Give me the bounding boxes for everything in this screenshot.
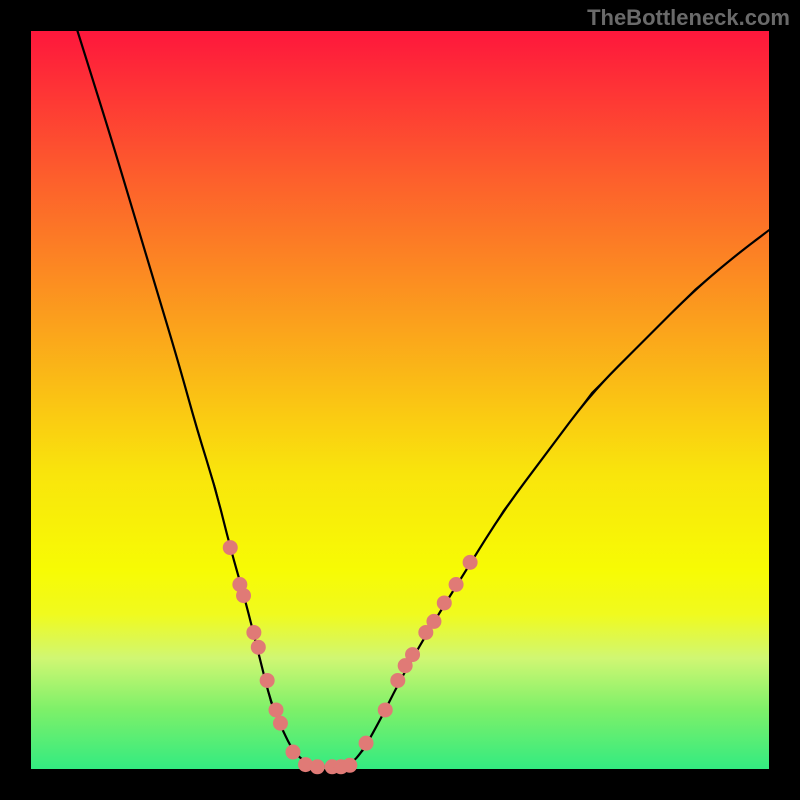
- data-marker: [273, 716, 287, 730]
- data-marker: [251, 640, 265, 654]
- data-marker: [378, 703, 392, 717]
- plot-background: [31, 31, 769, 769]
- chart-container: TheBottleneck.com: [0, 0, 800, 800]
- data-marker: [463, 555, 477, 569]
- data-marker: [437, 596, 451, 610]
- data-marker: [406, 648, 420, 662]
- data-marker: [260, 673, 274, 687]
- data-marker: [391, 673, 405, 687]
- data-marker: [310, 760, 324, 774]
- data-marker: [223, 541, 237, 555]
- watermark-text: TheBottleneck.com: [587, 5, 790, 31]
- chart-svg: [0, 0, 800, 800]
- data-marker: [359, 736, 373, 750]
- data-marker: [286, 745, 300, 759]
- data-marker: [343, 758, 357, 772]
- data-marker: [427, 614, 441, 628]
- data-marker: [237, 589, 251, 603]
- data-marker: [449, 578, 463, 592]
- data-marker: [269, 703, 283, 717]
- data-marker: [247, 625, 261, 639]
